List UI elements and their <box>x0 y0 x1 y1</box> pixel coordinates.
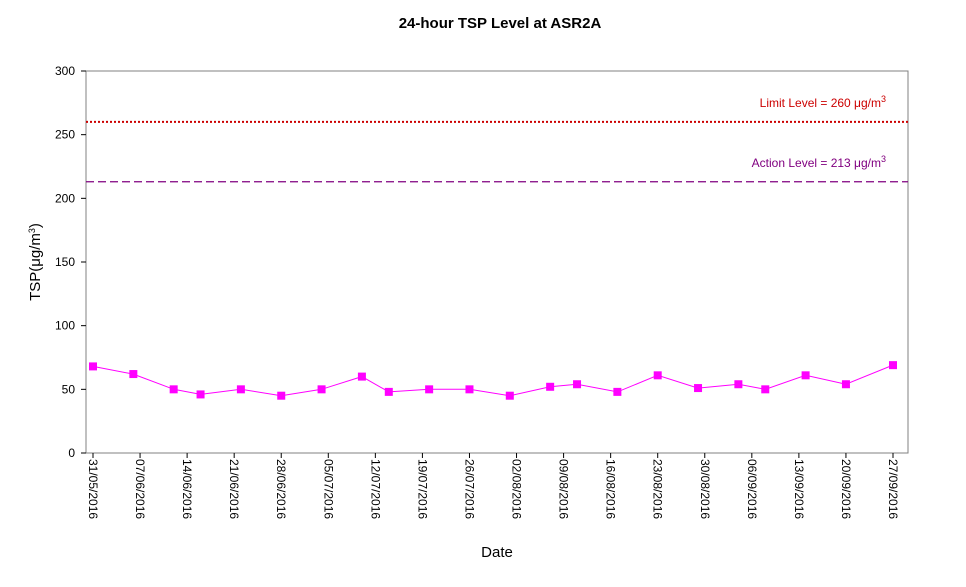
x-axis-label: Date <box>481 544 513 561</box>
data-point <box>317 385 326 394</box>
data-point <box>653 371 662 380</box>
reference-line-label: Action Level = 213 μg/m3 <box>752 154 886 170</box>
x-tick-label: 02/08/2016 <box>510 459 524 519</box>
x-tick-label: 27/09/2016 <box>886 459 900 519</box>
y-tick-label: 150 <box>55 255 75 269</box>
data-point <box>236 385 245 394</box>
data-point <box>573 380 582 389</box>
x-tick-label: 16/08/2016 <box>604 459 618 519</box>
x-tick-label: 28/06/2016 <box>274 459 288 519</box>
data-point <box>546 382 555 391</box>
y-tick-label: 250 <box>55 128 75 142</box>
series-line <box>92 364 894 397</box>
x-tick-label: 14/06/2016 <box>180 459 194 519</box>
data-point <box>841 380 850 389</box>
chart-title: 24-hour TSP Level at ASR2A <box>399 15 602 32</box>
data-point <box>889 361 897 370</box>
x-tick-label: 31/05/2016 <box>86 459 100 519</box>
data-point <box>734 380 743 389</box>
reference-lines: Limit Level = 260 μg/m3 Action Level = 21… <box>86 94 908 183</box>
y-tick-label: 200 <box>55 191 75 205</box>
data-point <box>89 362 97 371</box>
data-point <box>384 387 393 396</box>
data-point <box>357 372 366 381</box>
plot-area <box>85 70 909 454</box>
x-tick-label: 06/09/2016 <box>745 459 759 519</box>
x-tick-label: 07/06/2016 <box>133 459 147 519</box>
y-tick-label: 100 <box>55 319 75 333</box>
y-tick-label: 0 <box>68 446 75 460</box>
x-axis: 31/05/2016 07/06/2016 14/06/2016 21/06/2016… <box>86 453 900 519</box>
data-point <box>761 385 770 394</box>
x-tick-label: 20/09/2016 <box>839 459 853 519</box>
data-point <box>505 391 514 400</box>
series-group <box>89 361 897 400</box>
x-tick-label: 21/06/2016 <box>227 459 241 519</box>
x-tick-label: 23/08/2016 <box>651 459 665 519</box>
x-tick-label: 12/07/2016 <box>368 459 382 519</box>
data-point <box>465 385 474 394</box>
data-point <box>277 391 286 400</box>
x-tick-label: 26/07/2016 <box>462 459 476 519</box>
data-point <box>425 385 434 394</box>
data-point <box>694 384 703 393</box>
data-point <box>169 385 178 394</box>
x-tick-label: 19/07/2016 <box>415 459 429 519</box>
data-point <box>129 370 138 379</box>
data-point <box>613 387 622 396</box>
x-tick-label: 13/09/2016 <box>792 459 806 519</box>
y-axis-label: TSP(μg/m3) <box>27 223 44 301</box>
data-point <box>196 390 205 399</box>
x-tick-label: 09/08/2016 <box>557 459 571 519</box>
reference-line-label: Limit Level = 260 μg/m3 <box>760 94 886 110</box>
data-point <box>801 371 810 380</box>
x-tick-label: 05/07/2016 <box>321 459 335 519</box>
x-tick-label: 30/08/2016 <box>698 459 712 519</box>
y-axis: 0 50 100 150 200 250 300 <box>55 64 86 460</box>
y-tick-label: 50 <box>62 382 76 396</box>
y-tick-label: 300 <box>55 64 75 78</box>
